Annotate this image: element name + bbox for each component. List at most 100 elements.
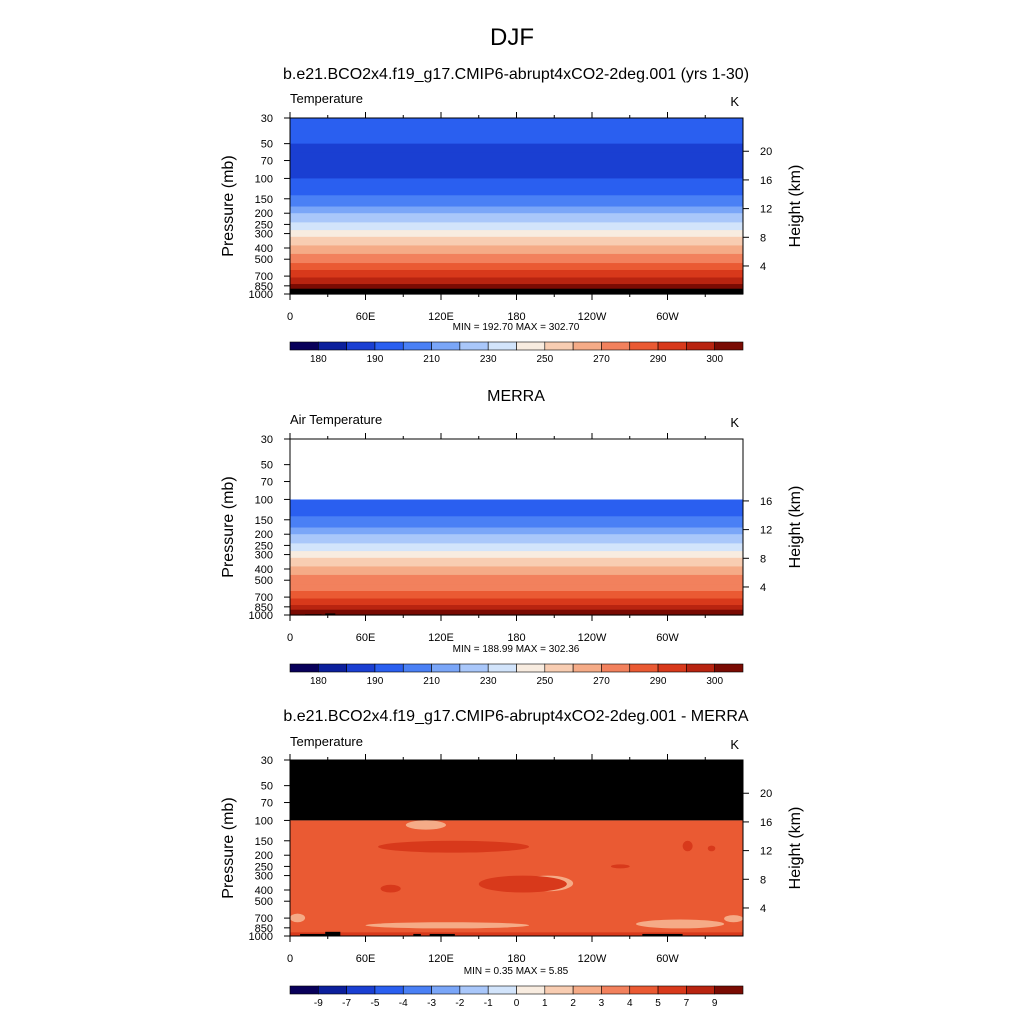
colorbar-box <box>629 985 659 995</box>
contour-plot <box>290 118 743 295</box>
colorbar-label: 5 <box>655 998 661 1009</box>
colorbar-box <box>714 663 744 673</box>
colorbar-box <box>544 663 574 673</box>
y-tick-label: 250 <box>255 219 273 231</box>
colorbar-box <box>686 985 715 995</box>
height-tick-label: 8 <box>760 553 766 565</box>
contour-plot <box>290 439 743 616</box>
x-tick-label: 120W <box>578 311 607 323</box>
contour-patch <box>290 913 306 923</box>
colorbar-label: 210 <box>423 676 440 687</box>
contour-band <box>290 499 743 517</box>
contour-band <box>290 551 743 559</box>
right-axis-label: Height (km) <box>787 165 804 248</box>
contour-band <box>290 284 743 290</box>
colorbar-box <box>487 341 517 351</box>
y-tick-label: 50 <box>261 139 273 151</box>
y-tick-label: 30 <box>261 755 273 767</box>
contour-band <box>290 178 743 196</box>
x-tick-label: 0 <box>287 632 293 644</box>
x-tick-label: 120E <box>428 311 454 323</box>
y-tick-label: 850 <box>255 281 273 293</box>
topography <box>413 291 421 294</box>
contour-band <box>290 527 743 535</box>
contour-band <box>290 245 743 255</box>
y-tick-label: 200 <box>255 208 273 220</box>
height-tick-label: 20 <box>760 146 772 158</box>
x-tick-label: 120E <box>428 632 454 644</box>
x-tick-label: 180 <box>507 311 525 323</box>
y-tick-label: 1000 <box>249 610 273 622</box>
x-tick-label: 60E <box>356 632 376 644</box>
height-tick-label: 16 <box>760 175 772 187</box>
model-temperature-panel: b.e21.BCO2x4.f19_g17.CMIP6-abrupt4xCO2-2… <box>220 66 804 365</box>
colorbar-label: 3 <box>599 998 605 1009</box>
colorbar-box <box>629 341 659 351</box>
colorbar-label: -4 <box>399 998 408 1009</box>
colorbar-label: 180 <box>310 354 327 365</box>
y-axis-label: Pressure (mb) <box>220 797 237 898</box>
colorbar-box <box>346 663 376 673</box>
y-tick-label: 50 <box>261 460 273 472</box>
contour-patch <box>707 845 716 852</box>
colorbar-label: -9 <box>314 998 323 1009</box>
variable-label: Temperature <box>290 91 363 106</box>
contour-band <box>290 584 743 592</box>
colorbar-label: 1 <box>542 998 548 1009</box>
right-axis-label: Height (km) <box>787 807 804 890</box>
y-tick-label: 150 <box>255 836 273 848</box>
colorbar-box <box>374 985 404 995</box>
variable-label: Air Temperature <box>290 412 382 427</box>
y-axis-label: Pressure (mb) <box>220 155 237 256</box>
colorbar-box <box>346 985 376 995</box>
height-tick-label: 8 <box>760 874 766 886</box>
y-tick-label: 100 <box>255 494 273 506</box>
y-tick-label: 300 <box>255 550 273 562</box>
colorbar-label: -3 <box>427 998 436 1009</box>
colorbar-box <box>431 663 461 673</box>
colorbar-box <box>346 341 376 351</box>
height-tick-label: 12 <box>760 846 772 858</box>
contour-patch <box>610 864 630 869</box>
contour-band <box>290 118 743 145</box>
y-tick-label: 400 <box>255 885 273 897</box>
x-tick-label: 60W <box>656 953 679 965</box>
colorbar-label: 7 <box>684 998 690 1009</box>
contour-patch <box>636 919 725 929</box>
colorbar-label: 270 <box>593 354 610 365</box>
y-tick-label: 700 <box>255 271 273 283</box>
colorbar-box <box>487 663 517 673</box>
x-tick-label: 120W <box>578 953 607 965</box>
contour-band <box>290 263 743 271</box>
contour-band <box>290 152 743 180</box>
contour-patch <box>380 884 401 893</box>
y-tick-label: 150 <box>255 194 273 206</box>
contour-band <box>290 609 743 615</box>
colorbar-box <box>544 985 574 995</box>
contour-band <box>290 557 743 568</box>
min-max-stats: MIN = 192.70 MAX = 302.70 <box>453 322 580 333</box>
colorbar-box <box>601 985 631 995</box>
colorbar-label: 4 <box>627 998 633 1009</box>
topography <box>325 289 341 294</box>
x-tick-label: 60E <box>356 311 376 323</box>
colorbar-box <box>601 341 631 351</box>
y-tick-label: 850 <box>255 923 273 935</box>
contour-band <box>290 516 743 529</box>
x-tick-label: 120E <box>428 953 454 965</box>
colorbar-box <box>714 985 744 995</box>
topography <box>325 613 336 615</box>
colorbar-box <box>572 985 602 995</box>
colorbar-label: 2 <box>570 998 576 1009</box>
y-tick-label: 400 <box>255 243 273 255</box>
panel-title: MERRA <box>487 388 545 405</box>
y-tick-label: 100 <box>255 173 273 185</box>
panel-title: b.e21.BCO2x4.f19_g17.CMIP6-abrupt4xCO2-2… <box>283 708 748 725</box>
x-tick-label: 60W <box>656 632 679 644</box>
contour-band <box>290 598 743 606</box>
x-tick-label: 180 <box>507 632 525 644</box>
height-tick-label: 16 <box>760 817 772 829</box>
